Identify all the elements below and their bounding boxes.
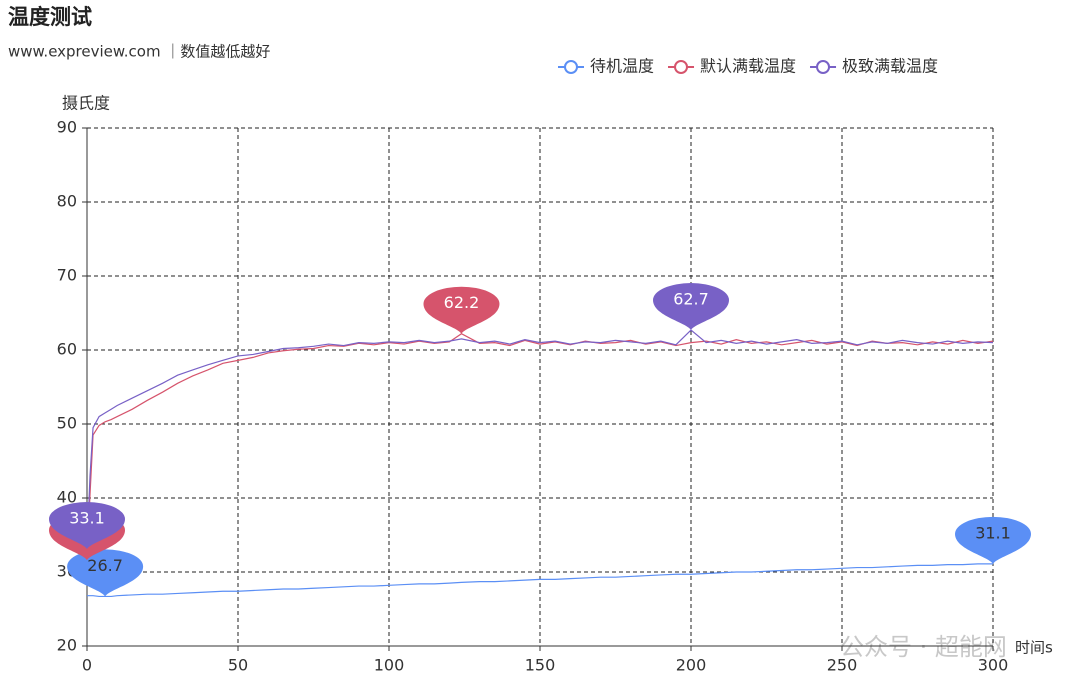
pin-label: 33.1 xyxy=(69,509,105,528)
pin-shape xyxy=(423,286,500,334)
x-tick-label: 50 xyxy=(228,656,248,675)
pin-shape xyxy=(49,502,125,550)
pin-shape xyxy=(955,516,1031,564)
y-tick-label: 70 xyxy=(57,266,77,285)
pin-label: 31.1 xyxy=(975,523,1011,542)
series-line xyxy=(87,563,993,598)
x-tick-label: 0 xyxy=(82,656,92,675)
legend-marker xyxy=(816,60,831,74)
pin-label: 26.7 xyxy=(87,556,123,575)
watermark: 公众号 · 超能网 xyxy=(840,633,1007,661)
chart-subtitle: www.expreview.com ｜数值越低越好 xyxy=(8,43,270,61)
mark-pin: 31.1 xyxy=(955,516,1031,564)
mark-pin: 62.2 xyxy=(423,286,500,334)
y-tick-label: 50 xyxy=(57,414,77,433)
x-tick-label: 200 xyxy=(676,656,707,675)
legend-marker xyxy=(564,60,578,74)
mark-pin: 62.7 xyxy=(653,283,729,331)
legend-label: 默认满载温度 xyxy=(700,57,796,76)
x-tick-label: 100 xyxy=(374,656,405,675)
y-axis-label: 摄氏度 xyxy=(62,94,110,113)
y-tick-label: 80 xyxy=(57,192,77,211)
series-line xyxy=(86,333,994,561)
pin-label: 62.2 xyxy=(444,293,480,312)
pin-shape xyxy=(67,549,144,597)
y-tick-label: 60 xyxy=(57,340,77,359)
legend-marker xyxy=(674,60,689,74)
legend-item: 默认满载温度 xyxy=(668,57,796,76)
x-axis-label: 时间s xyxy=(1015,639,1053,657)
x-tick-label: 150 xyxy=(525,656,556,675)
pin-shape xyxy=(653,283,729,331)
y-tick-label: 90 xyxy=(57,118,77,137)
mark-pin: 33.1 xyxy=(49,502,125,550)
y-tick-label: 40 xyxy=(57,488,77,507)
mark-pin: 26.7 xyxy=(67,549,144,597)
legend-item: 待机温度 xyxy=(558,57,654,76)
legend-label: 极致满载温度 xyxy=(842,57,938,76)
legend-item: 极致满载温度 xyxy=(810,57,938,76)
series-line xyxy=(86,329,994,550)
y-tick-label: 20 xyxy=(57,636,77,655)
x-tick-label: 300 xyxy=(978,656,1009,675)
legend-label: 待机温度 xyxy=(590,57,654,76)
pin-label: 62.7 xyxy=(673,290,709,309)
x-tick-label: 250 xyxy=(827,656,858,675)
chart-title: 温度测试 xyxy=(8,5,92,29)
